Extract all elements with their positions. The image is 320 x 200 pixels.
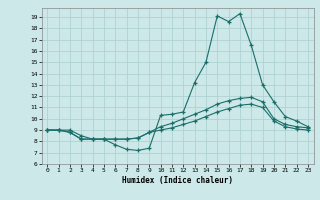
X-axis label: Humidex (Indice chaleur): Humidex (Indice chaleur) — [122, 176, 233, 185]
